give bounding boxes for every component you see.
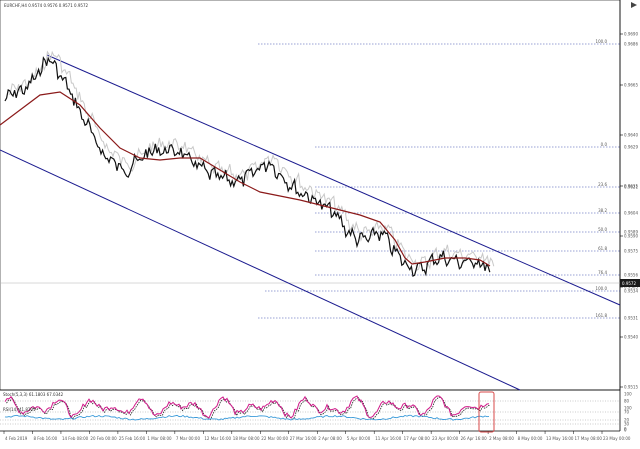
channel-upper-line — [46, 54, 621, 306]
price-ghost-line — [8, 50, 495, 271]
rsi-line — [4, 414, 490, 421]
time-tick-label: 18 Mar 08:00 — [233, 436, 260, 441]
time-tick-label: 5 Apr 00:00 — [347, 436, 371, 441]
fib-value-label: 0.9589 — [624, 230, 638, 235]
price-tick-label: 0.9690 — [624, 32, 638, 37]
fib-level-label: 61.8 — [598, 246, 607, 251]
fib-level-label: 100.0 — [596, 39, 608, 44]
fib-level-label: 38.2 — [598, 208, 607, 213]
fib-value-label: 0.9629 — [624, 145, 638, 150]
fib-value-label: 0.9604 — [624, 211, 638, 216]
rsi-scale-label: 100 — [624, 406, 632, 411]
time-tick-label: 17 Apr 08:00 — [404, 436, 431, 441]
time-tick-label: 22 Mar 00:00 — [261, 436, 288, 441]
arrow-right-icon[interactable] — [631, 2, 637, 8]
moving-average — [0, 91, 491, 267]
fib-level-label: 50.0 — [598, 227, 607, 232]
rsi-scale-label: 30 — [624, 422, 630, 427]
last-price-label: 0.9572 — [622, 281, 636, 286]
fib-value-label: 0.9686 — [624, 42, 638, 47]
rsi-scale-label: 0 — [624, 428, 627, 433]
rsi-scale-label: 70 — [624, 410, 630, 415]
fibonacci-retracement[interactable]: 100.0 0.9686 0.0 0.9629 23.6 0.9621 38.2 0.9604… — [0, 39, 638, 321]
fib-level-label: 23.6 — [598, 182, 607, 187]
fib-value-label: 0.9531 — [624, 316, 638, 321]
fib-level-label: 100.0 — [596, 286, 608, 291]
price-tick-label: 0.9540 — [624, 335, 638, 340]
time-tick-label: 12 Mar 16:00 — [204, 436, 231, 441]
time-tick-label: 13 May 16:00 — [546, 436, 574, 441]
price-tick-label: 0.9590 — [624, 234, 638, 239]
time-tick-label: 20 Feb 00:00 — [90, 436, 117, 441]
price-ghost-trace — [8, 50, 495, 271]
rsi-label: RSI(14) 41.8201 — [3, 407, 36, 412]
time-tick-label: 1 Mar 08:00 — [147, 436, 172, 441]
moving-average-line — [0, 91, 491, 267]
time-tick-label: 26 Apr 16:00 — [461, 436, 488, 441]
price-tick-label: 0.9615 — [624, 184, 638, 189]
last-price-box — [620, 279, 640, 287]
time-tick-label: 17 May 08:00 — [575, 436, 603, 441]
fib-level-label: 76.4 — [598, 270, 607, 275]
price-tick-label: 0.9665 — [624, 83, 638, 88]
stoch-signal-line — [6, 396, 491, 420]
fib-level-label: 0.0 — [601, 142, 608, 147]
fib-value-label: 0.9621 — [624, 185, 638, 190]
stoch-scale-label: 100 — [624, 392, 632, 397]
stoch-main-line — [4, 395, 490, 419]
time-tick-label: 14 Feb 08:00 — [62, 436, 89, 441]
price-tick-label: 0.9640 — [624, 133, 638, 138]
highlight-box — [478, 391, 495, 433]
time-tick-label: 4 Feb 2019 — [5, 436, 28, 441]
stoch-scale-label: 20 — [624, 418, 630, 423]
time-tick-label: 7 Mar 00:00 — [176, 436, 201, 441]
time-tick-label: 8 Feb 16:00 — [33, 436, 57, 441]
regression-channel[interactable] — [0, 54, 621, 391]
time-tick-label: 11 Apr 16:00 — [375, 436, 402, 441]
window-title: EURCHF,H4 0.9574 0.9576 0.9571 0.9572 — [4, 3, 88, 8]
stoch-scale-label: 0 — [624, 427, 627, 432]
time-tick-label: 27 Mar 16:00 — [290, 436, 317, 441]
price-bars — [4, 56, 491, 278]
stoch-scale-label: 80 — [624, 399, 630, 404]
time-tick-label: 25 Feb 16:00 — [119, 436, 146, 441]
fib-value-label: 0.9556 — [624, 273, 638, 278]
time-tick-label: 23 May 00:00 — [603, 436, 631, 441]
channel-lower-line — [0, 149, 521, 391]
stoch-label: Stoch(5,3,3) 61.1803 67.0342 — [3, 392, 64, 397]
last-price-marker: 0.9572 — [620, 279, 640, 287]
fib-value-label: 0.9575 — [624, 249, 638, 254]
time-tick-label: 2 Apr 08:00 — [318, 436, 342, 441]
time-axis: 4 Feb 2019 8 Feb 16:00 14 Feb 08:00 20 Feb … — [3, 431, 631, 441]
time-tick-label: 2 May 08:00 — [489, 436, 514, 441]
time-tick-label: 8 May 00:00 — [518, 436, 543, 441]
time-tick-label: 23 Apr 00:00 — [432, 436, 459, 441]
price-line — [4, 56, 491, 278]
stochastic-pane: 100 80 20 0 — [0, 392, 632, 432]
fib-value-label: 0.9534 — [624, 289, 638, 294]
fib-level-label: 161.8 — [596, 313, 608, 318]
price-tick-label: 0.9515 — [624, 385, 638, 390]
